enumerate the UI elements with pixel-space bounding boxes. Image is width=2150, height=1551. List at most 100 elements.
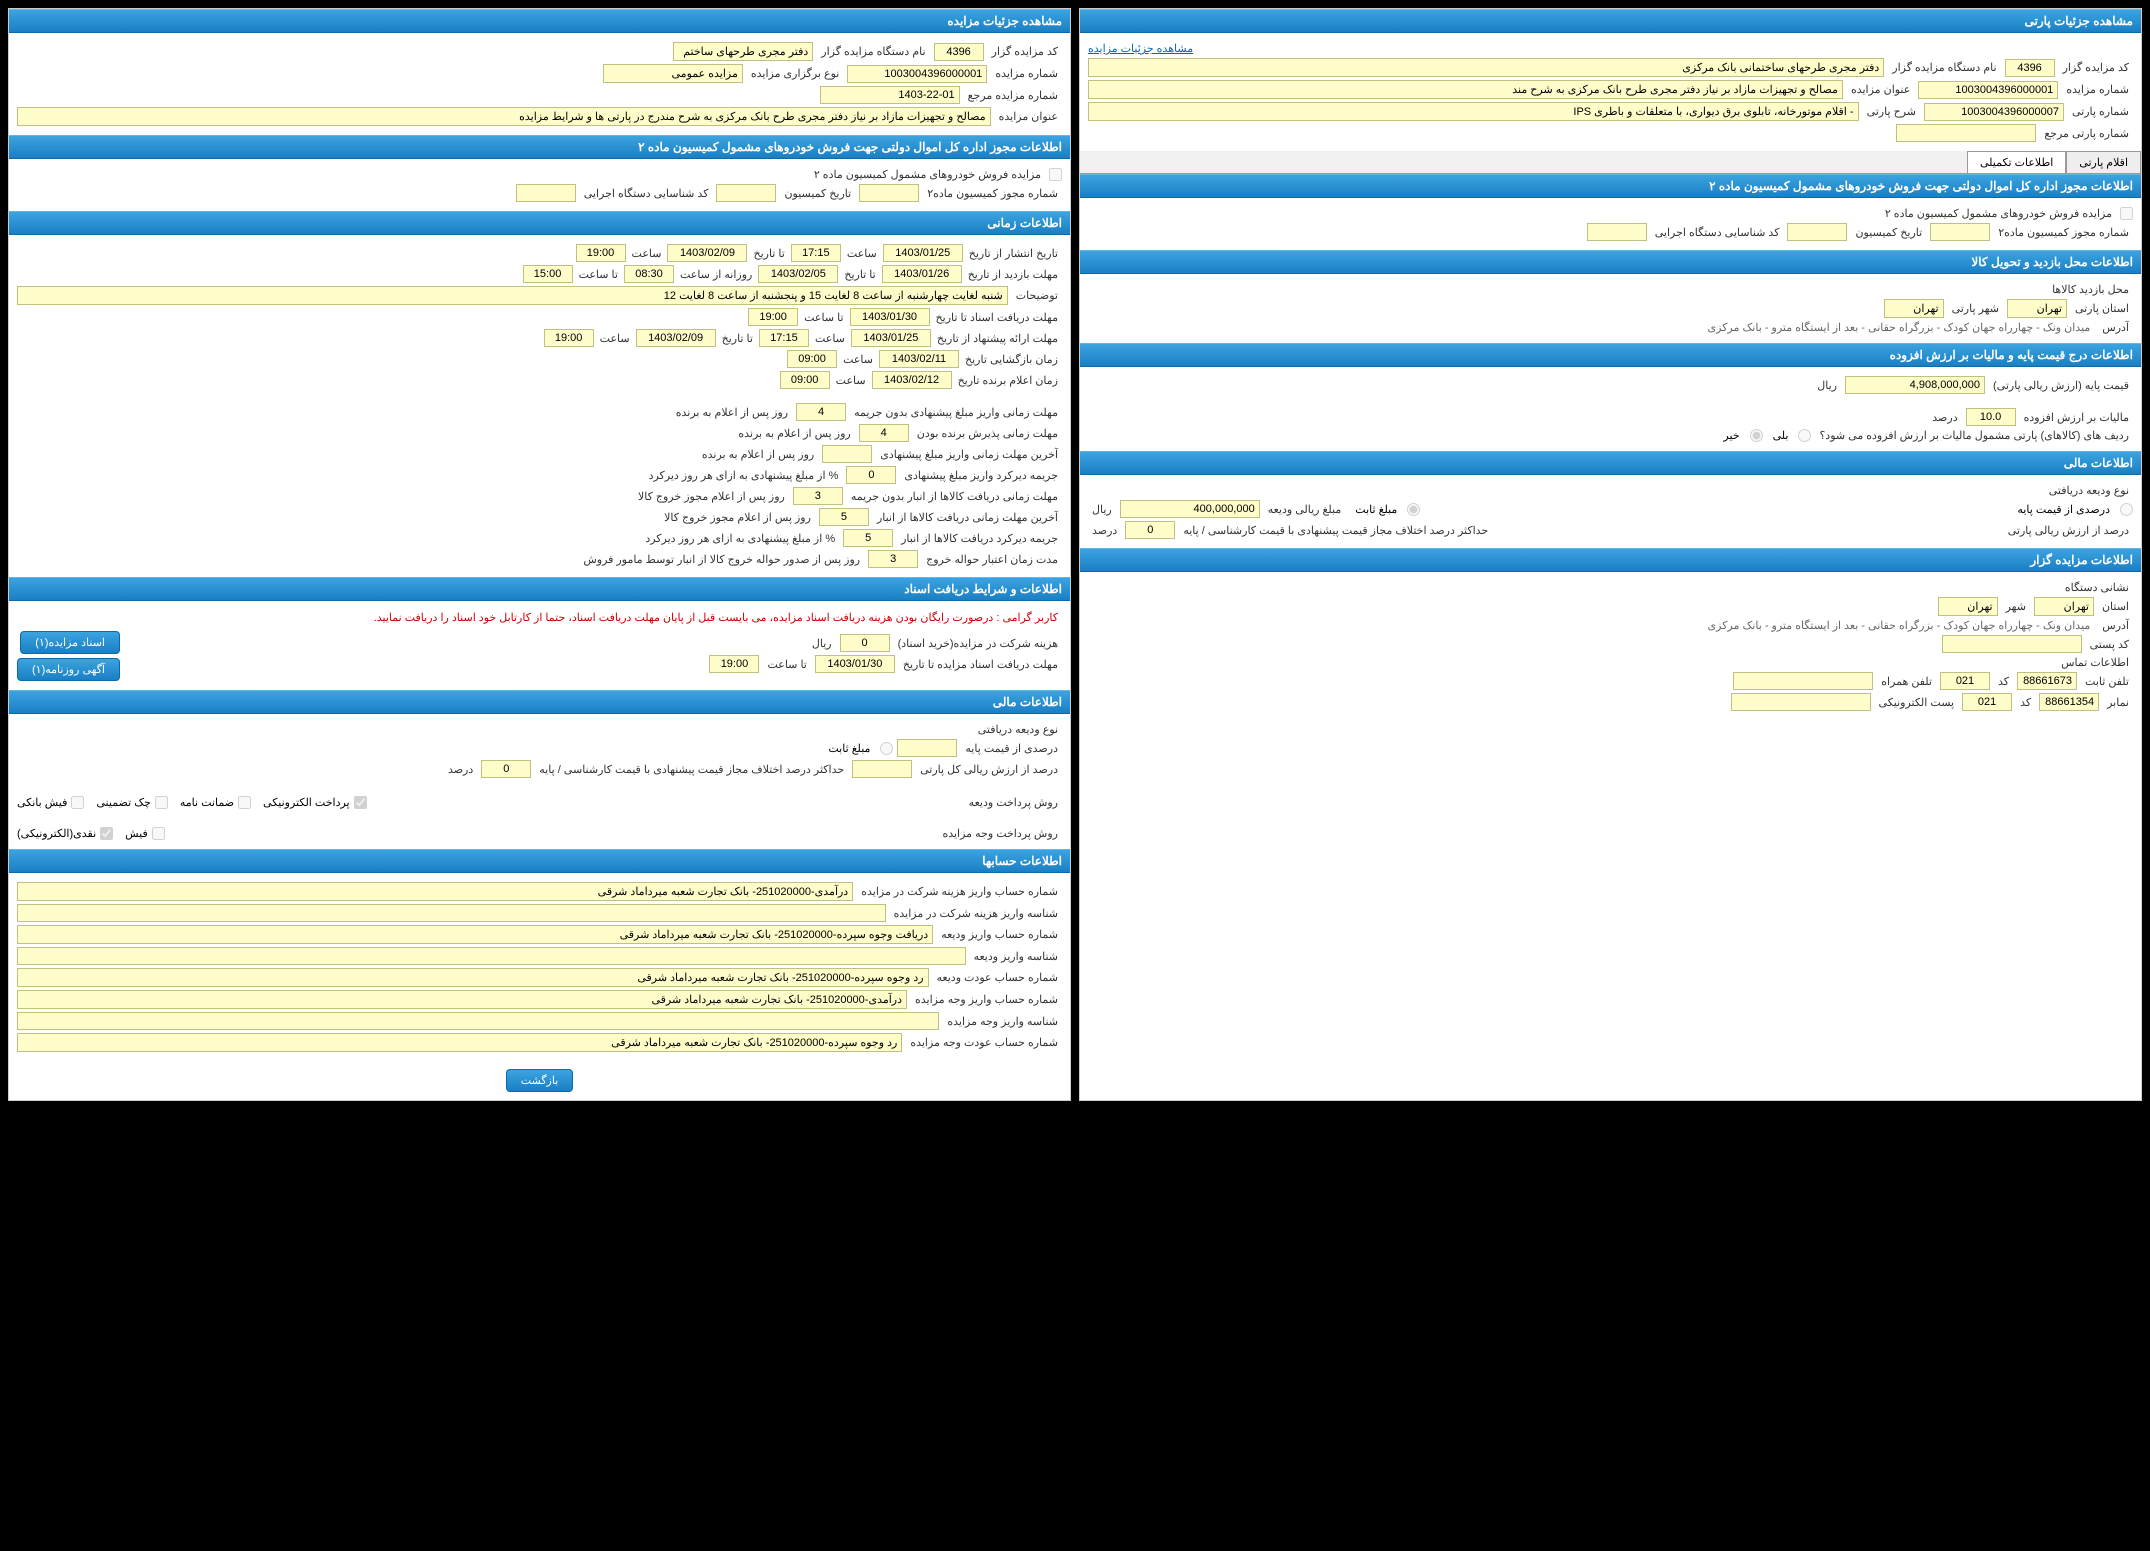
field-account2: دریافت وجوه سپرده-251020000- بانک تجارت … — [17, 925, 933, 944]
field-doc-deadline-date: 1403/01/30 — [850, 308, 930, 326]
label-max-diff: حداکثر درصد اختلاف مجاز قیمت پیشنهادی با… — [535, 763, 848, 776]
view-auction-details-link[interactable]: مشاهده جزئیات مزایده — [1088, 42, 1193, 55]
field-phone: 88661673 — [2017, 672, 2077, 690]
label-fax: نمابر — [2103, 696, 2133, 709]
label-doc-deadline: مهلت دریافت اسناد تا تاریخ — [932, 311, 1062, 324]
label-porg: نام دستگاه مزایده گزار — [1888, 61, 2000, 74]
field-account4-id — [17, 1012, 939, 1030]
field-publish-from-time: 17:15 — [791, 244, 841, 262]
field-city: تهران — [1884, 299, 1944, 318]
radio-fixed-amount — [880, 742, 893, 755]
field-pauction-num: 1003004396000001 — [1918, 81, 2058, 99]
field-late-penalty-pct: 0 — [846, 466, 896, 484]
radio-yes — [1798, 429, 1811, 442]
label-contact-info: اطلاعات تماس — [2057, 656, 2133, 669]
field-account4: درآمدی-251020000- بانک تجارت شعبه میردام… — [17, 990, 907, 1009]
tab-party-items[interactable]: اقلام پارتی — [2066, 151, 2141, 173]
warning-text: کاربر گرامی : درصورت رایگان بودن هزینه د… — [17, 607, 1062, 628]
field-pcode: 4396 — [2005, 59, 2055, 77]
field-mobile — [1733, 672, 1873, 690]
field-last-goods-days: 5 — [819, 508, 869, 526]
field-accept-days: 4 — [859, 424, 909, 442]
section-visit-info-header: اطلاعات محل بازدید و تحویل کالا — [1080, 250, 2141, 274]
label-ponvan: عنوان مزایده — [1847, 83, 1914, 96]
label-winner-announce: زمان اعلام برنده تاریخ — [954, 374, 1062, 387]
field-org-name: دفتر مجری طرحهای ساختم — [673, 42, 813, 61]
field-deposit-amount: 400,000,000 — [1120, 500, 1260, 518]
field-vat: 10.0 — [1966, 408, 2016, 426]
field-province: تهران — [2007, 299, 2067, 318]
tab-extra-info[interactable]: اطلاعات تکمیلی — [1967, 151, 2066, 173]
label-email: پست الکترونیکی — [1875, 696, 1959, 709]
field-doc-deadline2-time: 19:00 — [709, 655, 759, 673]
label-account2: شماره حساب واریز ودیعه — [937, 928, 1062, 941]
section-auction-details-header: مشاهده جزئیات مزایده — [9, 9, 1070, 33]
label-last-deposit: آخرین مهلت زمانی واریز مبلغ پیشنهادی — [876, 448, 1062, 461]
field-auction-type: مزایده عمومی — [603, 64, 743, 83]
label-pct-party: درصد از ارزش ریالی پارتی — [2004, 524, 2133, 537]
field-org-city: تهران — [1938, 597, 1998, 616]
checkbox-electronic-payment — [354, 796, 367, 809]
tab-bar: اقلام پارتی اطلاعات تکمیلی — [1080, 151, 2141, 174]
checkbox-guarantee — [238, 796, 251, 809]
label-auction-number: شماره مزایده — [991, 67, 1062, 80]
label-publish-from: تاریخ انتشار از تاریخ — [965, 247, 1062, 260]
label-vat: مالیات بر ارزش افزوده — [2020, 411, 2133, 424]
label-org-address2: آدرس — [2098, 619, 2133, 632]
label-deposit-payment-method: روش پرداخت ودیعه — [965, 796, 1062, 809]
field-daily-from-time: 08:30 — [624, 265, 674, 283]
field-permit-number-left — [1930, 223, 1990, 241]
label-deposit-amount: مبلغ ریالی ودیعه — [1264, 503, 1346, 516]
field-daily-to-time: 15:00 — [523, 265, 573, 283]
auction-details-panel: مشاهده جزئیات مزایده کد مزایده گزار 4396… — [8, 8, 1071, 1101]
label-party-num: شماره پارتی — [2068, 105, 2133, 118]
checkbox-vehicle-sale — [1049, 168, 1062, 181]
label-pauction-num: شماره مزایده — [2062, 83, 2133, 96]
field-phone-code: 021 — [1940, 672, 1990, 690]
field-offer-from-time: 17:15 — [759, 329, 809, 347]
label-notes: توضیحات — [1012, 289, 1062, 302]
field-postal-code — [1942, 635, 2082, 653]
field-offer-to-time: 19:00 — [544, 329, 594, 347]
field-party-ref — [1896, 124, 2036, 142]
field-porg: دفتر مجری طرحهای ساختمانی بانک مرکزی — [1088, 58, 1884, 77]
label-account1-id: شناسه واریز هزینه شرکت در مزایده — [890, 907, 1062, 920]
label-goods-pickup: مهلت زمانی دریافت کالاها از انبار بدون ج… — [847, 490, 1062, 503]
label-org-province: استان — [2098, 600, 2133, 613]
field-notes: شنبه لغایت چهارشنبه از ساعت 8 لغایت 15 و… — [17, 286, 1008, 305]
label-deposit-type-left: نوع ودیعه دریافتی — [2045, 484, 2133, 497]
field-last-deposit-days — [822, 445, 872, 463]
field-credit-days: 3 — [868, 550, 918, 568]
field-participation-fee: 0 — [840, 634, 890, 652]
field-email — [1731, 693, 1871, 711]
auction-docs-button[interactable]: اسناد مزایده(۱) — [20, 631, 120, 654]
newspaper-ad-button[interactable]: آگهی روزنامه(۱) — [17, 658, 120, 681]
section-party-header: مشاهده جزئیات پارتی — [1080, 9, 2141, 33]
label-goods-late-penalty: جریمه دیرکرد دریافت کالاها از انبار — [897, 532, 1062, 545]
section-timing-header: اطلاعات زمانی — [9, 211, 1070, 235]
checkbox-bank-receipt — [71, 796, 84, 809]
label-offer-deadline: مهلت ارائه پیشنهاد از تاریخ — [933, 332, 1062, 345]
field-pct-base — [897, 739, 957, 757]
label-pcode: کد مزایده گزار — [2059, 61, 2133, 74]
field-max-diff-left: 0 — [1125, 521, 1175, 539]
label-vehicle-sale: مزایده فروش خودروهای مشمول کمیسیون ماده … — [810, 168, 1045, 181]
field-org-province: تهران — [2034, 597, 2094, 616]
label-account5: شماره حساب عودت وجه مزایده — [906, 1036, 1062, 1049]
field-permit-number — [859, 184, 919, 202]
label-account2-id: شناسه واریز ودیعه — [970, 950, 1062, 963]
field-commission-date — [716, 184, 776, 202]
section-accounts-header: اطلاعات حسابها — [9, 849, 1070, 873]
section-pricing-header: اطلاعات درج قیمت پایه و مالیات بر ارزش ا… — [1080, 343, 2141, 367]
back-button[interactable]: بازگشت — [506, 1069, 574, 1092]
label-commission-date: تاریخ کمیسیون — [780, 187, 855, 200]
label-vat-question: ردیف های (کالاهای) پارتی مشمول مالیات بر… — [1815, 429, 2133, 442]
label-account3: شماره حساب عودت ودیعه — [933, 971, 1062, 984]
section-financial-header: اطلاعات مالی — [9, 690, 1070, 714]
section-docs-header: اطلاعات و شرایط دریافت اسناد — [9, 577, 1070, 601]
label-org-address: نشانی دستگاه — [2061, 581, 2133, 594]
label-deposit-type: نوع ودیعه دریافتی — [974, 723, 1062, 736]
label-account4-id: شناسه واریز وجه مزایده — [943, 1015, 1062, 1028]
section-organizer-header: اطلاعات مزایده گزار — [1080, 548, 2141, 572]
field-account3: رد وجوه سپرده-251020000- بانک تجارت شعبه… — [17, 968, 929, 987]
